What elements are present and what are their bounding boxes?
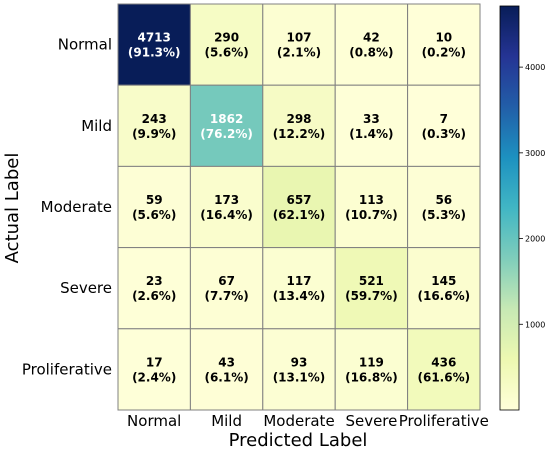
cell-count-label: 59 [146, 193, 163, 207]
heatmap-cell [189, 3, 264, 86]
heatmap-cell [117, 165, 191, 249]
heatmap-cell [334, 165, 409, 249]
cell-percent-label: (16.4%) [200, 208, 253, 222]
colorbar-gradient [499, 5, 520, 411]
cell-count-label: 521 [359, 274, 384, 288]
cell-percent-label: (2.6%) [132, 289, 176, 303]
cell-percent-label: (12.2%) [273, 127, 326, 141]
colorbar-tick-label: 3000 [525, 149, 545, 158]
cell-percent-label: (59.7%) [345, 289, 398, 303]
cell-count-label: 33 [363, 112, 380, 126]
cell-percent-label: (13.1%) [273, 370, 326, 384]
cell-count-label: 42 [363, 31, 380, 45]
cell-percent-label: (76.2%) [200, 127, 253, 141]
cell-percent-label: (0.8%) [349, 46, 393, 60]
heatmap-cell [189, 247, 264, 330]
x-tick-label: Moderate [263, 412, 334, 430]
heatmap-cell [189, 328, 264, 411]
cell-count-label: 56 [435, 193, 452, 207]
cell-count-label: 145 [431, 274, 456, 288]
heatmap-cells [117, 3, 481, 411]
cell-count-label: 113 [359, 193, 384, 207]
cell-count-label: 93 [291, 355, 308, 369]
cell-percent-label: (10.7%) [345, 208, 398, 222]
heatmap-cell [117, 328, 191, 411]
colorbar: 1000 2000 3000 4000 [499, 5, 545, 411]
x-tick-label: Proliferative [399, 412, 489, 430]
cell-percent-label: (0.3%) [422, 127, 466, 141]
heatmap-cell [407, 3, 481, 86]
cell-percent-label: (5.3%) [422, 208, 466, 222]
cell-count-label: 290 [214, 31, 239, 45]
colorbar-tick-label: 1000 [525, 320, 545, 329]
colorbar-tick-label: 2000 [525, 235, 545, 244]
heatmap-cell [407, 165, 481, 249]
cell-percent-label: (2.4%) [132, 370, 176, 384]
colorbar-tick-label: 4000 [525, 63, 545, 72]
heatmap-cell [117, 84, 191, 167]
cell-count-label: 10 [435, 31, 452, 45]
heatmap-cell-labels: 4713(91.3%)290(5.6%)107(2.1%)42(0.8%)10(… [128, 31, 470, 385]
cell-count-label: 243 [142, 112, 167, 126]
heatmap-cell [262, 165, 336, 249]
cell-percent-label: (16.6%) [417, 289, 470, 303]
y-tick-label: Mild [81, 117, 112, 135]
cell-count-label: 17 [146, 355, 163, 369]
colorbar-ticks: 1000 2000 3000 4000 [519, 63, 545, 329]
cell-count-label: 657 [286, 193, 311, 207]
x-tick-label: Mild [211, 412, 242, 430]
cell-count-label: 119 [359, 355, 384, 369]
cell-count-label: 298 [286, 112, 311, 126]
heatmap-cell [262, 3, 336, 86]
y-tick-label: Proliferative [22, 360, 112, 378]
heatmap-cell [262, 84, 336, 167]
cell-percent-label: (0.2%) [422, 46, 466, 60]
y-axis-title: Actual Label [2, 153, 23, 264]
heatmap-cell [334, 328, 409, 411]
x-tick-label: Normal [127, 412, 181, 430]
y-tick-label: Normal [58, 36, 112, 54]
cell-percent-label: (9.9%) [132, 127, 176, 141]
y-tick-label: Moderate [41, 198, 112, 216]
cell-percent-label: (1.4%) [349, 127, 393, 141]
cell-percent-label: (6.1%) [204, 370, 248, 384]
cell-percent-label: (62.1%) [273, 208, 326, 222]
cell-count-label: 43 [218, 355, 235, 369]
heatmap-cell [189, 165, 264, 249]
x-axis-title: Predicted Label [229, 430, 368, 451]
y-tick-labels: Normal Mild Moderate Severe Proliferative [22, 36, 112, 379]
cell-percent-label: (13.4%) [273, 289, 326, 303]
cell-count-label: 67 [218, 274, 235, 288]
heatmap-cell [262, 328, 336, 411]
cell-count-label: 1862 [210, 112, 243, 126]
x-tick-label: Severe [345, 412, 397, 430]
cell-count-label: 107 [286, 31, 311, 45]
cell-count-label: 23 [146, 274, 163, 288]
cell-percent-label: (5.6%) [132, 208, 176, 222]
cell-percent-label: (61.6%) [417, 370, 470, 384]
cell-percent-label: (16.8%) [345, 370, 398, 384]
heatmap-cell [334, 3, 409, 86]
heatmap-cell [407, 247, 481, 330]
cell-count-label: 173 [214, 193, 239, 207]
cell-count-label: 436 [431, 355, 456, 369]
cell-percent-label: (5.6%) [204, 46, 248, 60]
heatmap-cell [407, 84, 481, 167]
cell-percent-label: (7.7%) [204, 289, 248, 303]
cell-count-label: 4713 [137, 31, 170, 45]
x-tick-labels: Normal Mild Moderate Severe Proliferative [127, 412, 489, 430]
heatmap-cell [262, 247, 336, 330]
heatmap-cell [334, 247, 409, 330]
heatmap-cell [407, 328, 481, 411]
y-tick-label: Severe [60, 279, 112, 297]
cell-percent-label: (2.1%) [277, 46, 321, 60]
cell-count-label: 117 [286, 274, 311, 288]
cell-percent-label: (91.3%) [128, 46, 181, 60]
cell-count-label: 7 [440, 112, 448, 126]
heatmap-cell [117, 3, 191, 86]
